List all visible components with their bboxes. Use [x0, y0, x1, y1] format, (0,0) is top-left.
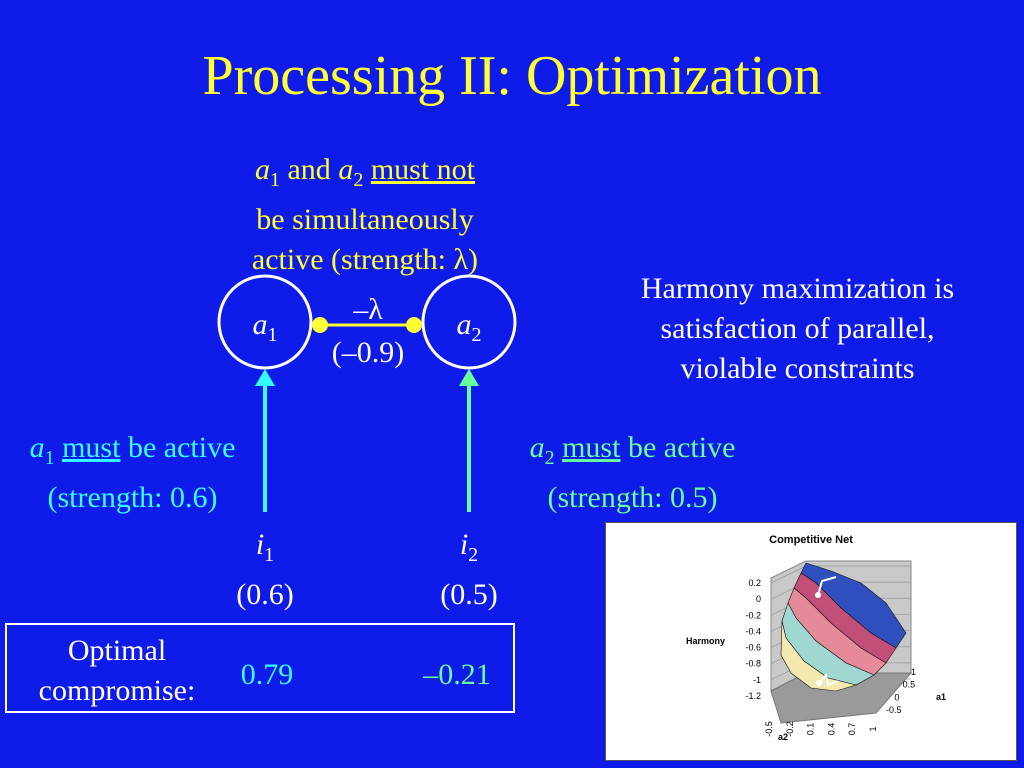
- constraint-a2-active: a2 must be active (strength: 0.5): [529, 431, 736, 514]
- constraint-mutual-exclusion: a1 and a2 must not be simultaneously act…: [251, 153, 479, 276]
- optimal-compromise-box: Optimal compromise: 0.79 –0.21: [5, 623, 515, 713]
- z-tick-label: -1.2: [745, 691, 761, 701]
- z-tick-label: 0.2: [748, 578, 761, 588]
- surface-base-band: [780, 620, 858, 692]
- connection-endpoint-left: [312, 317, 328, 333]
- arrowhead-i2: [459, 369, 479, 386]
- x-tick-label: 0.1: [806, 723, 816, 736]
- harmony-note: Harmony maximization is satisfaction of …: [640, 272, 955, 385]
- z-axis-label: Harmony: [686, 636, 725, 646]
- optimization-path-surface: [817, 576, 837, 596]
- inhibitory-weight-label: –λ: [353, 293, 383, 326]
- var-a2: a: [338, 153, 354, 186]
- z-tick-label: -1: [753, 675, 761, 685]
- slide-title: Processing II: Optimization: [202, 45, 822, 107]
- z-tick-label: -0.8: [745, 659, 761, 669]
- y-tick-label: 1: [911, 667, 916, 677]
- arrowhead-i1: [255, 369, 275, 386]
- z-tick-label: -0.2: [745, 610, 761, 620]
- input-i2-label: i2 (0.5): [440, 528, 498, 611]
- harmony-surface-chart: Competitive Net Harmony a2 a1 0.2 0 -0.2 -0…: [605, 522, 1017, 761]
- constraint-a1-active: a1 must be active (strength: 0.6): [29, 431, 236, 514]
- y-axis-label: a1: [936, 692, 946, 702]
- x-axis-label: a2: [778, 732, 788, 742]
- y-tick-label: 0.5: [903, 680, 916, 690]
- input-i1-label: i1 (0.6): [236, 528, 294, 611]
- var-a1: a: [254, 153, 270, 186]
- connection-endpoint-right: [406, 317, 422, 333]
- path-start-surface: [815, 592, 821, 598]
- optimization-path-floor: [818, 672, 839, 687]
- y-tick-label: 0: [894, 692, 899, 702]
- surface-plot: Harmony a2 a1 0.2 0 -0.2 -0.4 -0.6 -0.8 -1 -1.2…: [686, 560, 946, 742]
- x-tick-label: 1: [868, 726, 878, 731]
- z-tick-label: -0.6: [745, 643, 761, 653]
- chart-title: Competitive Net: [769, 534, 853, 546]
- node-a2-label: a2: [456, 308, 482, 346]
- compromise-label: Optimal compromise:: [38, 634, 196, 707]
- y-tick-label: -0.5: [886, 705, 902, 715]
- path-start-floor: [816, 680, 822, 686]
- compromise-a1-value: 0.79: [240, 658, 294, 691]
- node-a1-label: a1: [252, 308, 278, 346]
- x-tick-label: -0.5: [764, 721, 774, 737]
- node-a2-circle: [421, 274, 517, 370]
- compromise-a2-value: –0.21: [423, 658, 491, 691]
- x-tick-label: 0.4: [826, 723, 836, 736]
- z-tick-label: 0: [756, 594, 761, 604]
- x-tick-label: -0.2: [785, 721, 795, 737]
- inhibitory-weight-value: (–0.9): [331, 336, 405, 369]
- z-tick-label: -0.4: [745, 626, 761, 636]
- node-a1-circle: [217, 274, 313, 370]
- x-tick-label: 0.7: [847, 723, 857, 736]
